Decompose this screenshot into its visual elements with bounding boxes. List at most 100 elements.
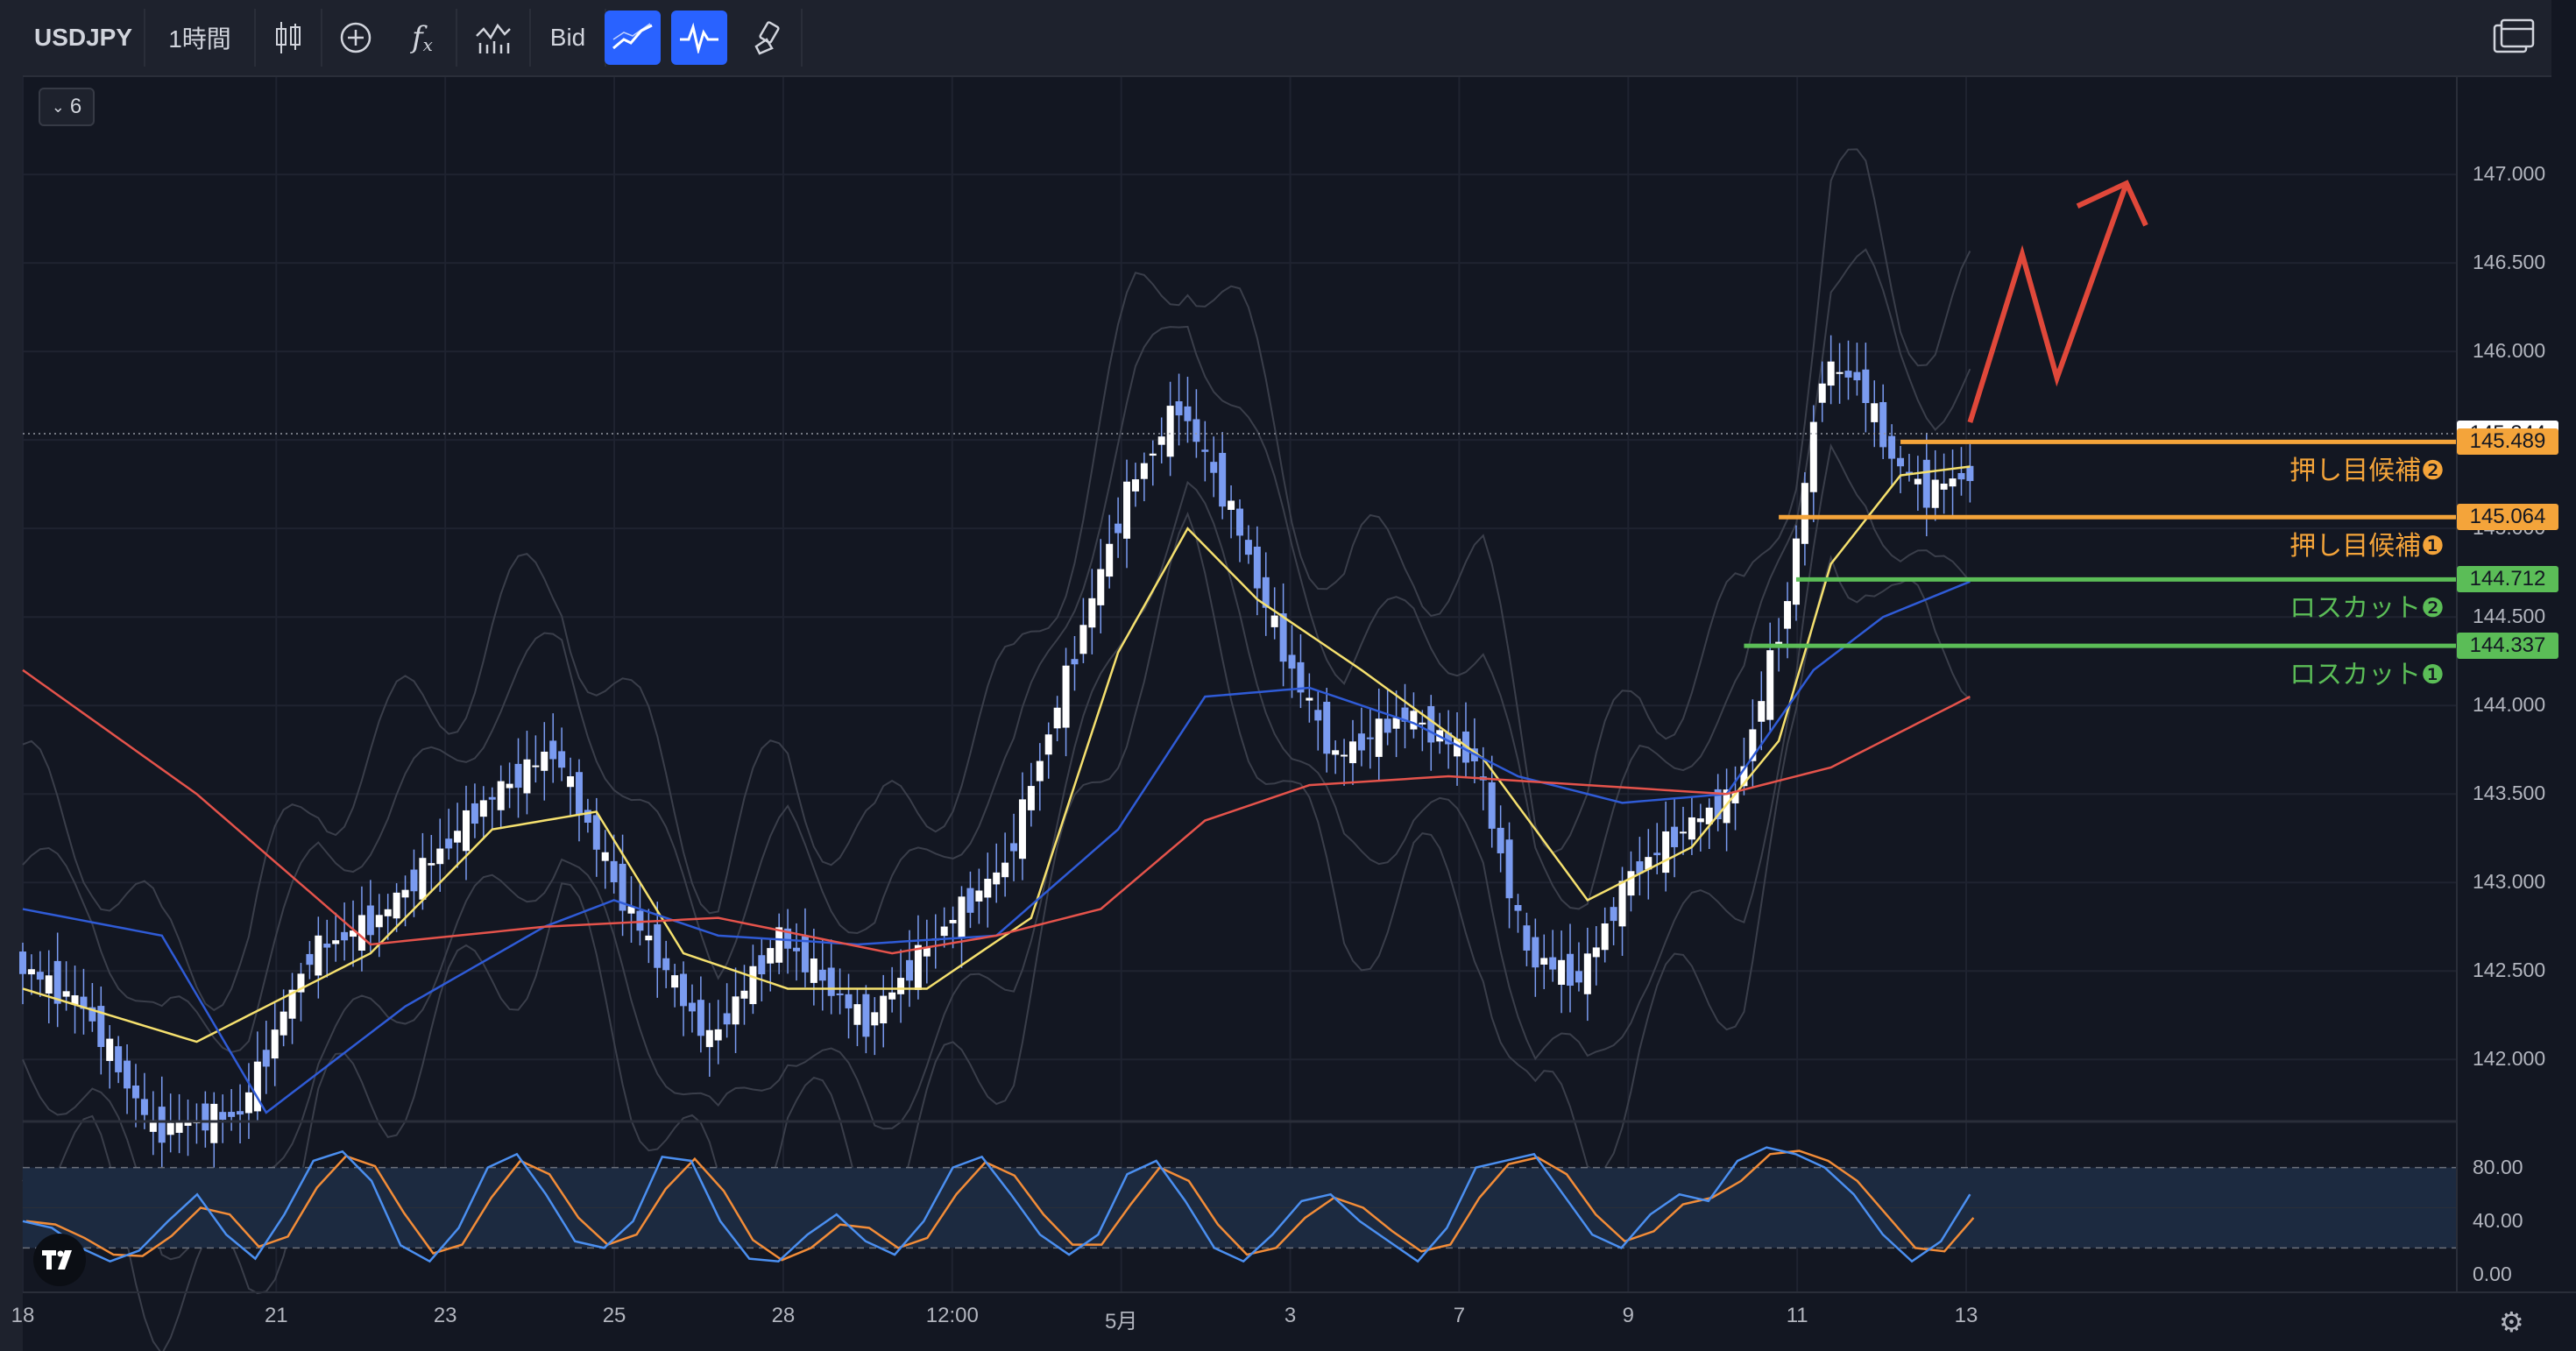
- candle-body: [1549, 957, 1557, 970]
- candle-body: [592, 815, 600, 850]
- candle-body: [1949, 478, 1957, 487]
- candle-body: [993, 872, 1001, 885]
- candle-body: [106, 1038, 114, 1061]
- add-compare-icon[interactable]: [322, 0, 389, 75]
- candle-body: [1957, 472, 1965, 480]
- left-margin-strip: [0, 0, 23, 1351]
- time-tick-label: 11: [1786, 1304, 1808, 1327]
- time-tick-label: 28: [771, 1304, 796, 1327]
- oscillator-tick-label: 0.00: [2473, 1263, 2512, 1285]
- candles-icon[interactable]: [256, 0, 321, 75]
- candle-body: [1905, 471, 1913, 474]
- candle-body: [749, 966, 757, 1005]
- candle-body: [1062, 665, 1070, 728]
- trend-line-icon[interactable]: [605, 11, 661, 65]
- toolbar-divider: [801, 9, 803, 67]
- brush-icon[interactable]: [736, 0, 801, 75]
- oscillator-icon[interactable]: [671, 11, 727, 65]
- candle-body: [1131, 479, 1139, 492]
- candle-body: [175, 1121, 183, 1133]
- candle-body: [1931, 479, 1939, 508]
- price-source-button[interactable]: Bid: [549, 24, 586, 51]
- candle-body: [115, 1046, 123, 1072]
- candle-body: [1714, 789, 1722, 820]
- candle-body: [1966, 465, 1974, 482]
- candle-body: [280, 1011, 287, 1036]
- stoch-d-line: [25, 1149, 1975, 1262]
- time-tick-label: 21: [264, 1304, 288, 1327]
- candle-body: [801, 936, 809, 973]
- candle-body: [393, 892, 400, 919]
- forecast-arrow: [1967, 180, 2148, 423]
- candle-body: [827, 967, 835, 996]
- candle-body: [158, 1107, 166, 1143]
- price-tick-label: 146.000: [2473, 339, 2546, 363]
- candle-body: [36, 972, 44, 980]
- legend-toggle[interactable]: ⌄ 6: [39, 88, 95, 126]
- candle-body: [1210, 462, 1218, 473]
- candle-body: [1662, 831, 1670, 874]
- candle-body: [1532, 937, 1539, 968]
- candle-body: [1914, 478, 1921, 485]
- stoploss-price-tag: 144.337: [2457, 633, 2558, 660]
- candle-body: [297, 973, 305, 993]
- candle-body: [888, 992, 896, 1000]
- support-price-tag: 145.489: [2457, 428, 2558, 456]
- candle-body: [350, 930, 357, 937]
- candle-body: [1348, 741, 1356, 764]
- price-tick-label: 143.500: [2473, 782, 2546, 805]
- candle-body: [1583, 953, 1591, 994]
- candle-body: [237, 1111, 244, 1115]
- settings-gear-icon[interactable]: ⚙: [2499, 1306, 2524, 1338]
- candle-body: [1766, 650, 1774, 720]
- candle-body: [1270, 615, 1278, 627]
- candle-body: [1696, 818, 1704, 823]
- candle-body: [914, 944, 922, 990]
- candle-body: [680, 973, 688, 1007]
- candle-body: [1879, 401, 1887, 448]
- candle-body: [1053, 707, 1061, 729]
- candle-body: [905, 959, 913, 981]
- candle-body: [332, 940, 340, 944]
- candle-body: [1618, 881, 1626, 927]
- candle-body: [1592, 947, 1600, 958]
- candle-body: [1445, 732, 1453, 745]
- candle-body: [149, 1120, 157, 1132]
- candle-body: [1540, 958, 1548, 965]
- candle-body: [262, 1050, 270, 1067]
- interval-button[interactable]: 1時間: [168, 25, 231, 53]
- candle-body: [645, 935, 653, 941]
- candle-body: [97, 1006, 105, 1047]
- candle-body: [401, 889, 409, 898]
- candle-body: [775, 927, 783, 963]
- candle-body: [567, 776, 575, 788]
- candle-body: [1575, 971, 1582, 983]
- templates-icon[interactable]: [457, 0, 529, 75]
- candle-body: [1192, 419, 1200, 442]
- moving-averages: [22, 465, 1971, 1114]
- candle-body: [471, 803, 478, 824]
- candle-body: [880, 995, 888, 1024]
- stoploss-price-tag: 144.712: [2457, 566, 2558, 593]
- toolbar-divider: [321, 9, 322, 67]
- candle-body: [1166, 406, 1174, 457]
- symbol-button[interactable]: USDJPY: [33, 24, 133, 51]
- indicator-count: 6: [69, 95, 82, 118]
- candle-body: [488, 796, 496, 800]
- candle-body: [1627, 871, 1635, 896]
- candle-body: [1454, 739, 1461, 757]
- candle-body: [958, 896, 966, 939]
- candle-body: [53, 960, 61, 1004]
- support-level-label: 押し目候補❶: [2289, 532, 2445, 562]
- candle-body: [210, 1103, 218, 1143]
- layout-icon[interactable]: [2483, 0, 2544, 75]
- price-tick-label: 144.500: [2473, 605, 2546, 628]
- lower-band-line: [22, 511, 1971, 1351]
- candle-body: [1201, 449, 1209, 452]
- price-tick-label: 143.000: [2473, 870, 2546, 894]
- candle-body: [1366, 737, 1374, 739]
- oscillator-tick-label: 80.00: [2473, 1155, 2523, 1178]
- candle-body: [436, 848, 444, 865]
